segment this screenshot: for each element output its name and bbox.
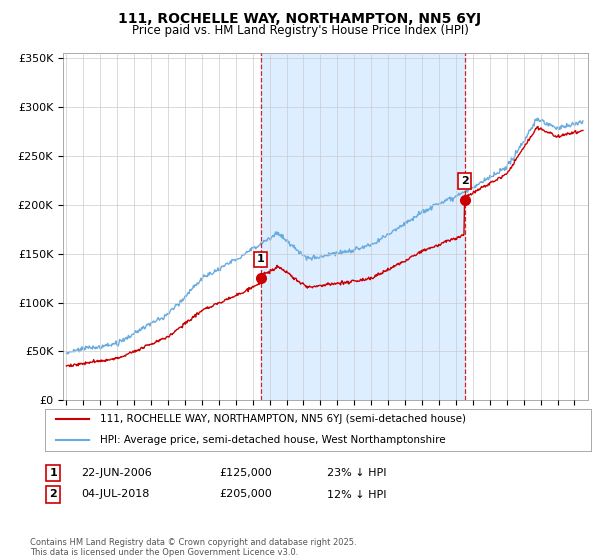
Bar [260,53,464,400]
Text: HPI: Average price, semi-detached house, West Northamptonshire: HPI: Average price, semi-detached house,… [100,435,445,445]
Text: 04-JUL-2018: 04-JUL-2018 [81,489,149,500]
Text: 2: 2 [49,489,57,500]
Text: 2: 2 [461,176,469,186]
Text: Price paid vs. HM Land Registry's House Price Index (HPI): Price paid vs. HM Land Registry's House … [131,24,469,36]
Text: 111, ROCHELLE WAY, NORTHAMPTON, NN5 6YJ: 111, ROCHELLE WAY, NORTHAMPTON, NN5 6YJ [118,12,482,26]
Text: 22-JUN-2006: 22-JUN-2006 [81,468,152,478]
Text: 1: 1 [257,254,265,264]
Text: £125,000: £125,000 [219,468,272,478]
Text: 23% ↓ HPI: 23% ↓ HPI [327,468,386,478]
Text: 1: 1 [49,468,57,478]
Text: 12% ↓ HPI: 12% ↓ HPI [327,489,386,500]
Text: £205,000: £205,000 [219,489,272,500]
Text: Contains HM Land Registry data © Crown copyright and database right 2025.
This d: Contains HM Land Registry data © Crown c… [30,538,356,557]
Text: 111, ROCHELLE WAY, NORTHAMPTON, NN5 6YJ (semi-detached house): 111, ROCHELLE WAY, NORTHAMPTON, NN5 6YJ … [100,414,466,424]
